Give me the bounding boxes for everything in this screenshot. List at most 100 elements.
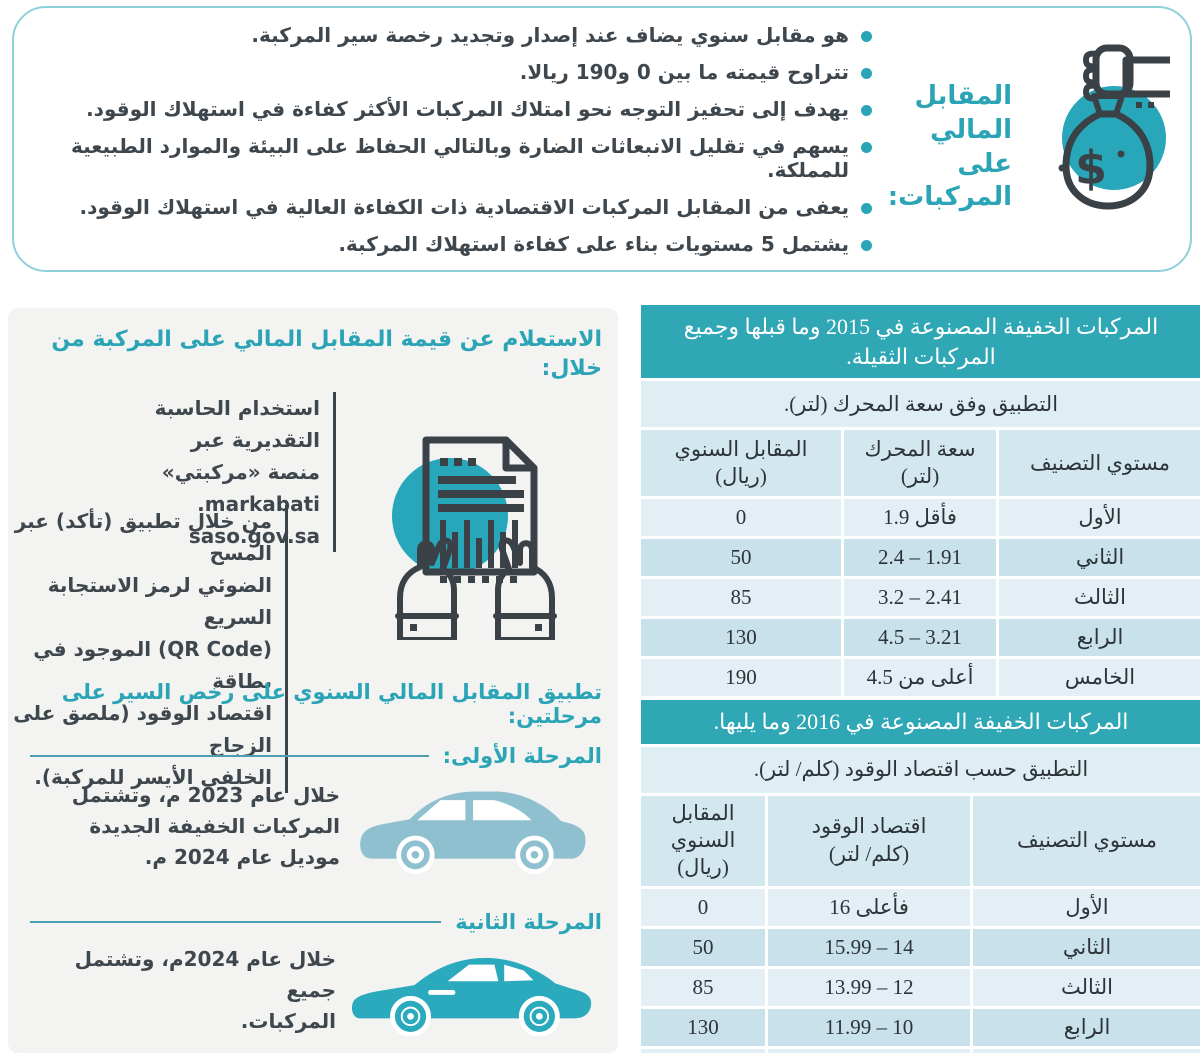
bullet-icon: [861, 202, 872, 214]
table-row: الخامس أقل من 10 190: [641, 1048, 1200, 1053]
intro-title-line: المقابل: [914, 81, 1012, 111]
divider: [30, 921, 442, 923]
query-method-line: منصة «مركبتي» markabati.: [161, 460, 320, 516]
query-method-line: (QR Code) الموجود في بطاقة: [33, 637, 272, 693]
range-cell: 11.99 – 10: [768, 1008, 971, 1046]
table-2016-and-later-vehicles: المركبات الخفيفة المصنوعة في 2016 وما يل…: [638, 697, 1200, 1053]
column-header-fee: المقابل السنوي (ريال): [641, 430, 842, 497]
bullet-text: تتراوح قيمته ما بين 0 و190 ريالا.: [519, 59, 849, 84]
fee-cell: 130: [641, 1008, 766, 1046]
column-header-level: مستوي التصنيف: [973, 795, 1200, 886]
query-panel: الاستعلام عن قيمة المقابل المالي على الم…: [8, 308, 618, 1053]
fee-cell: 190: [641, 659, 842, 697]
fee-cell: 0: [641, 499, 842, 537]
range-cell: 4.5 – 3.21: [844, 619, 997, 657]
fee-cell: 85: [641, 579, 842, 617]
bullet-icon: [861, 30, 872, 42]
range-cell: 2.4 – 1.91: [844, 539, 997, 577]
list-item: هو مقابل سنوي يضاف عند إصدار وتجديد رخصة…: [48, 23, 872, 47]
list-item: يسهم في تقليل الانبعاثات الضارة وبالتالي…: [48, 134, 872, 182]
fee-cell: 190: [641, 1048, 766, 1053]
intro-title-line: المركبات:: [887, 182, 1012, 213]
bullet-icon: [861, 104, 872, 116]
table-row: الأول 16 فأعلى 0: [641, 888, 1200, 926]
svg-text:$: $: [1075, 141, 1107, 195]
bullet-icon: [861, 67, 872, 79]
qr-code-label: (QR Code): [158, 637, 272, 661]
hatchback-car-icon: [360, 791, 586, 874]
table-row: الثالث 3.2 – 2.41 85: [641, 579, 1200, 617]
table-row: الثاني 15.99 – 14 50: [641, 928, 1200, 966]
intro-title-line: المالي على: [930, 114, 1012, 179]
level-cell: الأول: [999, 499, 1200, 537]
bullet-icon: [861, 141, 872, 153]
fee-cell: 130: [641, 619, 842, 657]
fee-cell: 0: [641, 888, 766, 926]
level-cell: الرابع: [973, 1008, 1200, 1046]
range-cell: أقل من 10: [768, 1048, 971, 1053]
level-cell: الثالث: [973, 968, 1200, 1006]
column-header-engine: سعة المحرك (لتر): [844, 430, 997, 497]
fee-cell: 50: [641, 928, 766, 966]
divider: [30, 755, 429, 757]
query-method-line: الضوئي لرمز الاستجابة السريع: [47, 573, 272, 629]
bullet-icon: [861, 239, 872, 251]
level-cell: الخامس: [973, 1048, 1200, 1053]
level-cell: الخامس: [999, 659, 1200, 697]
phase2-row: خلال عام 2024م، وتشتمل جميع المركبات.: [28, 944, 594, 1037]
column-header-economy: اقتصاد الوقود (كلم/ لتر): [768, 795, 971, 886]
range-cell: 1.9 فأقل: [844, 499, 997, 537]
table-row: الثالث 13.99 – 12 85: [641, 968, 1200, 1006]
table-subtitle: التطبيق حسب اقتصاد الوقود (كلم/ لتر).: [641, 746, 1200, 793]
column-header-fee: المقابل السنوي (ريال): [641, 795, 766, 886]
range-cell: أعلى من 4.5: [844, 659, 997, 697]
query-method-qr: من خلال تطبيق (تأكد) عبر المسح الضوئي لر…: [6, 505, 288, 793]
query-method-line: استخدام الحاسبة التقديرية عبر: [154, 396, 320, 452]
table-header-row: مستوي التصنيف سعة المحرك (لتر) المقابل ا…: [641, 430, 1200, 497]
range-cell: 13.99 – 12: [768, 968, 971, 1006]
intro-box: $ المقابل المالي على المركبات: هو مقابل …: [12, 6, 1192, 272]
list-item: يشتمل 5 مستويات بناء على كفاءة استهلاك ا…: [48, 232, 872, 256]
bullet-text: يهدف إلى تحفيز التوجه نحو امتلاك المركبا…: [86, 96, 849, 121]
query-title: الاستعلام عن قيمة المقابل المالي على الم…: [51, 327, 602, 381]
level-cell: الأول: [973, 888, 1200, 926]
phase1-header: المرحلة الأولى:: [30, 744, 602, 768]
query-method-url: saso.gov.sa: [188, 524, 320, 548]
bullet-text: يعفى من المقابل المركبات الاقتصادية ذات …: [79, 194, 849, 219]
list-item: يهدف إلى تحفيز التوجه نحو امتلاك المركبا…: [48, 97, 872, 121]
tables-column: المركبات الخفيفة المصنوعة في 2015 وما قب…: [638, 0, 1200, 1053]
range-cell: 15.99 – 14: [768, 928, 971, 966]
intro-title: المقابل المالي على المركبات:: [877, 80, 1012, 215]
query-method-calculator: استخدام الحاسبة التقديرية عبر منصة «مركب…: [98, 392, 336, 552]
table-title: المركبات الخفيفة المصنوعة في 2015 وما قب…: [641, 305, 1200, 379]
phase1-label: المرحلة الأولى:: [442, 744, 602, 768]
table-title: المركبات الخفيفة المصنوعة في 2016 وما يل…: [641, 700, 1200, 744]
phase2-header: المرحلة الثانية: [30, 910, 602, 934]
table-row: الرابع 4.5 – 3.21 130: [641, 619, 1200, 657]
bullet-text: يسهم في تقليل الانبعاثات الضارة وبالتالي…: [70, 133, 849, 182]
phase1-text: خلال عام 2023 م، وتشتمل المركبات الخفيفة…: [71, 782, 340, 869]
intro-bullet-list: هو مقابل سنوي يضاف عند إصدار وتجديد رخصة…: [48, 8, 872, 270]
sports-car-icon: [351, 957, 592, 1036]
fuel-card-scan-icon: [392, 436, 566, 640]
query-method-line: اقتصاد الوقود (ملصق على الزجاج: [13, 701, 272, 757]
phases-title: تطبيق المقابل المالي السنوي على رخص السي…: [61, 680, 602, 728]
level-cell: الثالث: [999, 579, 1200, 617]
fee-cell: 50: [641, 539, 842, 577]
range-cell: 16 فأعلى: [768, 888, 971, 926]
phase2-text: خلال عام 2024م، وتشتمل جميع المركبات.: [74, 947, 336, 1033]
table-subtitle: التطبيق وفق سعة المحرك (لتر).: [641, 381, 1200, 428]
list-item: تتراوح قيمته ما بين 0 و190 ريالا.: [48, 60, 872, 84]
phase1-row: خلال عام 2023 م، وتشتمل المركبات الخفيفة…: [28, 778, 594, 874]
level-cell: الرابع: [999, 619, 1200, 657]
table-row: الرابع 11.99 – 10 130: [641, 1008, 1200, 1046]
table-row: الخامس أعلى من 4.5 190: [641, 659, 1200, 697]
query-method-line: الخلفي الأيسر للمركبة).: [34, 765, 272, 789]
phase2-label: المرحلة الثانية: [455, 910, 602, 934]
bullet-text: يشتمل 5 مستويات بناء على كفاءة استهلاك ا…: [338, 231, 849, 256]
range-cell: 3.2 – 2.41: [844, 579, 997, 617]
query-method-line: من خلال تطبيق (تأكد) عبر المسح: [14, 509, 272, 565]
table-header-row: مستوي التصنيف اقتصاد الوقود (كلم/ لتر) ا…: [641, 795, 1200, 886]
list-item: يعفى من المقابل المركبات الاقتصادية ذات …: [48, 195, 872, 219]
